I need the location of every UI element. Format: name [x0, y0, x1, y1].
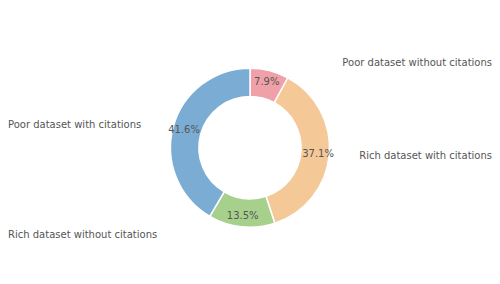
svg-text:Poor dataset with citations: Poor dataset with citations [8, 119, 141, 130]
svg-text:37.1%: 37.1% [302, 148, 334, 159]
svg-text:13.5%: 13.5% [227, 210, 259, 221]
svg-text:Poor dataset without citations: Poor dataset without citations [342, 57, 492, 68]
svg-text:Rich dataset without citations: Rich dataset without citations [8, 229, 157, 240]
svg-text:7.9%: 7.9% [254, 76, 279, 87]
svg-text:Rich dataset with citations: Rich dataset with citations [359, 150, 492, 161]
svg-text:41.6%: 41.6% [168, 124, 200, 135]
